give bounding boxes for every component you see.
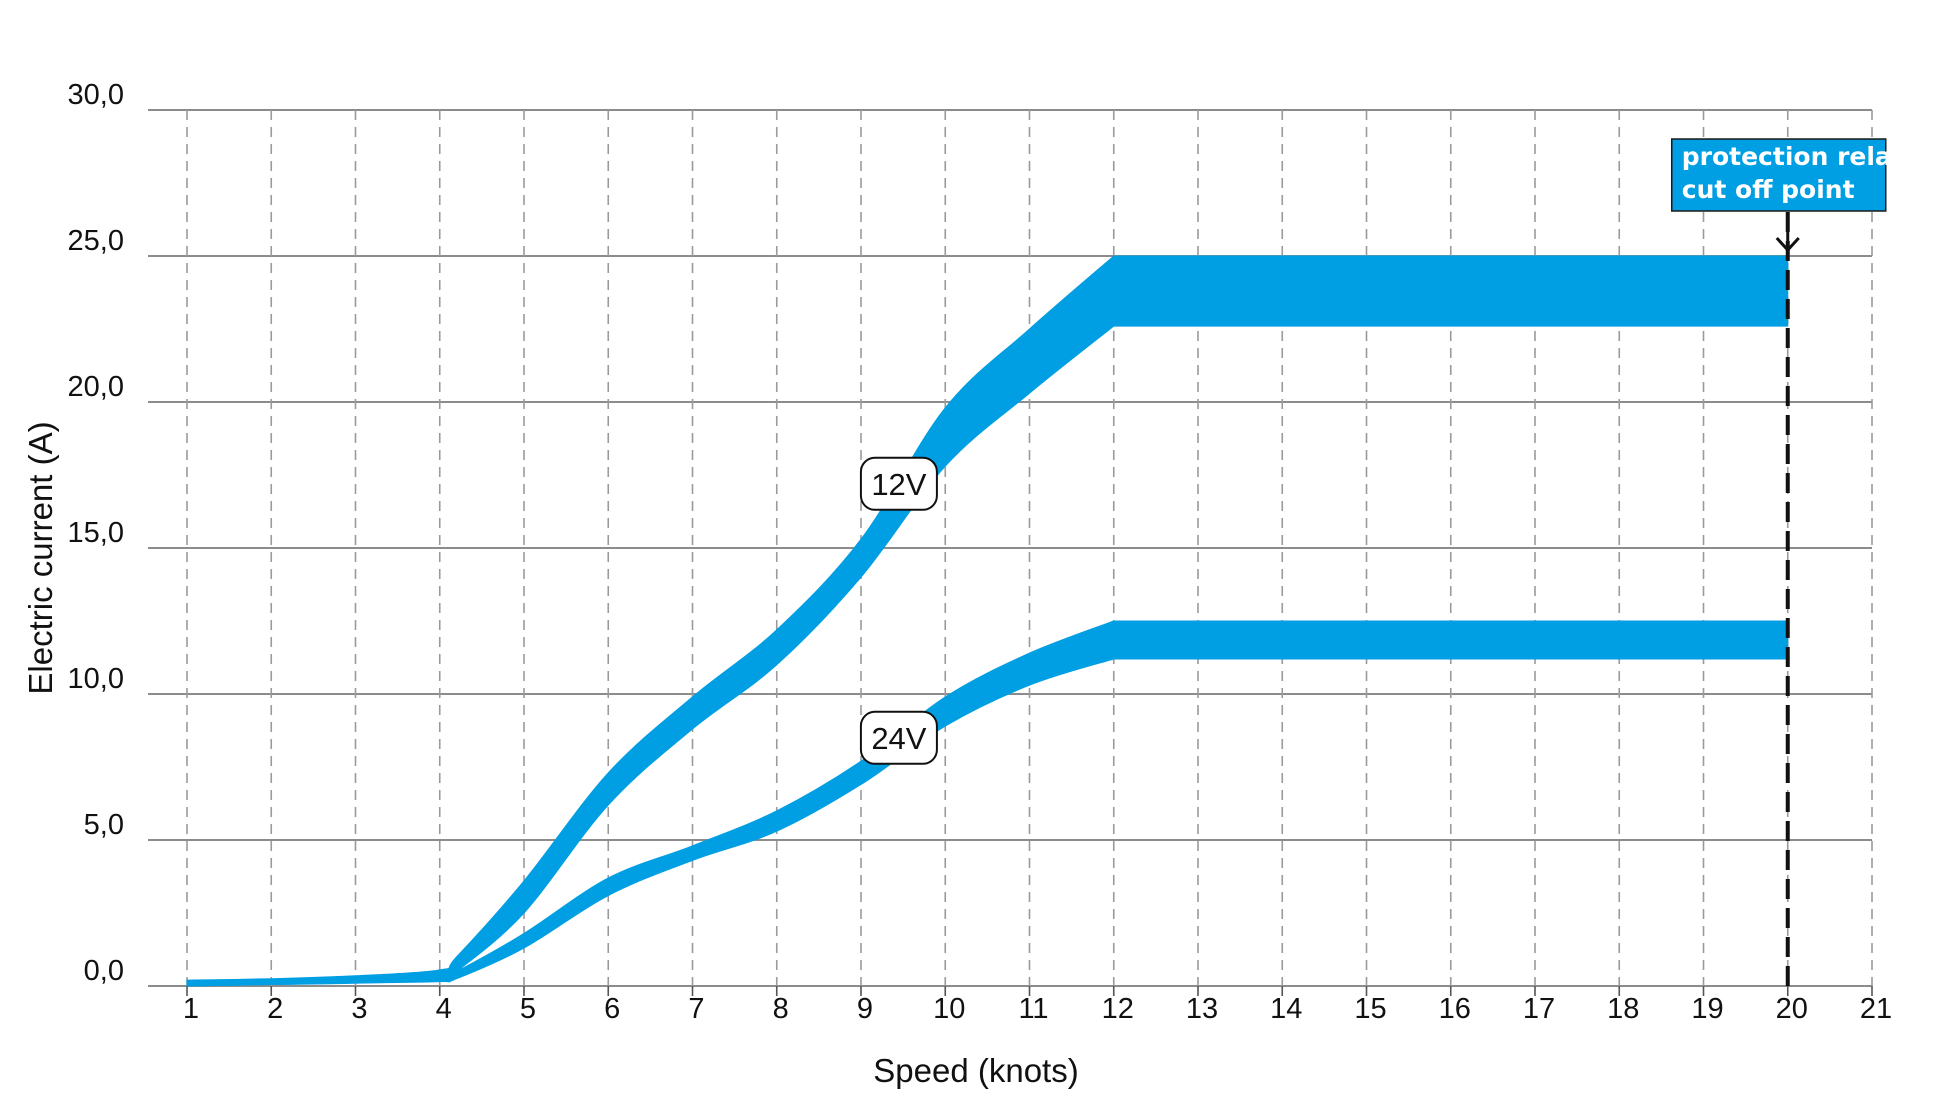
band-24V	[186, 620, 1789, 987]
cutoff-arrow-head	[1775, 236, 1800, 253]
relay-annotation-box	[1671, 138, 1887, 212]
x-tick-label-16: 16	[1439, 993, 1471, 1025]
y-tick-label-0: 0,0	[84, 955, 124, 987]
x-tick-label-19: 19	[1691, 993, 1723, 1025]
x-tick-label-17: 17	[1523, 993, 1555, 1025]
x-tick-label-2: 2	[267, 993, 283, 1025]
band-label-24V: 24V	[871, 721, 926, 756]
x-tick-label-7: 7	[688, 993, 704, 1025]
x-tick-label-21: 21	[1860, 993, 1892, 1025]
x-tick-label-8: 8	[773, 993, 789, 1025]
x-tick-label-20: 20	[1776, 993, 1808, 1025]
band-label-box-12V	[859, 456, 938, 511]
x-tick-labels: 1 2 3 4 5 6 7 8 9 10 11 12 13 14 15 16 17 18 19 20 21	[183, 993, 1892, 1025]
x-tick-label-14: 14	[1270, 993, 1302, 1025]
x-tick-label-18: 18	[1607, 993, 1639, 1025]
band-label-12V: 12V	[871, 467, 926, 502]
y-tick-label-6: 30,0	[68, 79, 124, 111]
x-axis-title: Speed (knots)	[873, 1052, 1078, 1089]
vertical-gridlines	[186, 110, 1873, 996]
y-tick-label-4: 20,0	[68, 371, 124, 403]
x-tick-label-11: 11	[1018, 993, 1048, 1025]
x-tick-label-3: 3	[351, 993, 367, 1025]
band-labels: 12V 24V	[859, 456, 938, 765]
x-tick-label-10: 10	[933, 993, 965, 1025]
y-tick-labels: 0,0 5,0 10,0 15,0 20,0 25,0 30,0	[68, 79, 124, 987]
y-tick-label-2: 10,0	[68, 663, 124, 695]
y-tick-label-3: 15,0	[68, 517, 124, 549]
band-label-box-24V	[859, 710, 938, 765]
x-tick-label-15: 15	[1354, 993, 1386, 1025]
horizontal-gridlines	[148, 109, 1872, 987]
relay-annotation-line-0: protection relay	[1682, 142, 1908, 171]
x-tick-label-6: 6	[604, 993, 620, 1025]
current-bands	[186, 255, 1789, 987]
y-axis-title: Electric current (A)	[22, 421, 59, 694]
y-tick-label-5: 25,0	[68, 225, 124, 257]
y-tick-label-1: 5,0	[84, 809, 124, 841]
relay-annotation-line-1: cut off point	[1682, 175, 1855, 204]
cutoff-marker: protection relay cut off point	[1671, 138, 1908, 986]
x-tick-label-4: 4	[436, 993, 452, 1025]
x-tick-label-5: 5	[520, 993, 536, 1025]
x-tick-label-13: 13	[1186, 993, 1218, 1025]
x-tick-label-1: 1	[183, 993, 199, 1025]
x-tick-label-12: 12	[1102, 993, 1134, 1025]
x-tick-label-9: 9	[857, 993, 873, 1025]
